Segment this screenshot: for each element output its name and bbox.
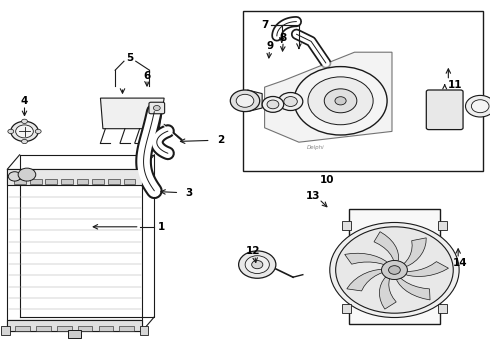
- Text: 10: 10: [320, 175, 335, 185]
- Text: 12: 12: [246, 246, 261, 256]
- Polygon shape: [374, 232, 398, 267]
- Bar: [342, 304, 350, 313]
- Circle shape: [336, 227, 453, 313]
- Text: 8: 8: [280, 33, 287, 43]
- Circle shape: [22, 119, 27, 123]
- Polygon shape: [398, 238, 426, 268]
- Text: Delphi: Delphi: [307, 145, 325, 150]
- Bar: [1, 326, 10, 335]
- Bar: [438, 221, 447, 230]
- Circle shape: [471, 100, 489, 113]
- Bar: [349, 209, 440, 324]
- Polygon shape: [379, 273, 396, 309]
- Circle shape: [278, 93, 303, 111]
- Circle shape: [335, 97, 346, 105]
- Circle shape: [294, 67, 387, 135]
- Bar: [57, 326, 72, 331]
- Polygon shape: [100, 98, 164, 129]
- Polygon shape: [398, 262, 448, 276]
- Text: 3: 3: [185, 188, 192, 198]
- Circle shape: [8, 129, 14, 134]
- Circle shape: [245, 256, 270, 274]
- Bar: [438, 304, 447, 313]
- Circle shape: [35, 129, 41, 134]
- Polygon shape: [347, 269, 391, 291]
- Circle shape: [284, 96, 297, 107]
- Text: 5: 5: [126, 53, 133, 63]
- Bar: [69, 330, 81, 338]
- FancyBboxPatch shape: [426, 90, 463, 130]
- Text: 2: 2: [217, 135, 224, 145]
- Bar: [140, 326, 148, 335]
- Circle shape: [230, 90, 260, 112]
- Bar: [46, 179, 57, 184]
- Circle shape: [389, 266, 400, 274]
- Text: 13: 13: [305, 191, 320, 201]
- Circle shape: [16, 125, 33, 138]
- Bar: [78, 326, 93, 331]
- FancyBboxPatch shape: [149, 102, 165, 114]
- Circle shape: [239, 251, 276, 278]
- Circle shape: [267, 100, 279, 109]
- Text: 9: 9: [267, 41, 274, 51]
- Circle shape: [382, 261, 407, 279]
- Bar: [7, 169, 142, 185]
- Text: 6: 6: [144, 71, 150, 81]
- Bar: [36, 326, 51, 331]
- Text: 11: 11: [447, 80, 462, 90]
- Bar: [243, 11, 483, 171]
- Polygon shape: [396, 273, 430, 300]
- Text: 4: 4: [21, 96, 28, 106]
- Text: 14: 14: [453, 258, 468, 268]
- Bar: [120, 326, 134, 331]
- Circle shape: [153, 105, 160, 111]
- Bar: [30, 179, 42, 184]
- Bar: [342, 221, 350, 230]
- Bar: [92, 179, 104, 184]
- Circle shape: [22, 139, 27, 144]
- Polygon shape: [247, 90, 262, 112]
- Bar: [76, 179, 88, 184]
- Bar: [14, 179, 26, 184]
- Bar: [7, 320, 142, 331]
- Text: 1: 1: [158, 222, 165, 232]
- Circle shape: [252, 261, 263, 269]
- Bar: [15, 326, 30, 331]
- Polygon shape: [344, 253, 392, 268]
- Bar: [98, 326, 113, 331]
- Circle shape: [11, 121, 38, 141]
- Bar: [108, 179, 120, 184]
- Circle shape: [308, 77, 373, 125]
- Circle shape: [8, 172, 21, 181]
- Text: 7: 7: [261, 20, 269, 30]
- Bar: [123, 179, 135, 184]
- Circle shape: [18, 168, 36, 181]
- Circle shape: [466, 95, 490, 117]
- Circle shape: [324, 89, 357, 113]
- Circle shape: [330, 222, 459, 318]
- Polygon shape: [265, 52, 392, 142]
- Circle shape: [236, 94, 254, 107]
- Bar: [61, 179, 73, 184]
- Circle shape: [262, 96, 284, 112]
